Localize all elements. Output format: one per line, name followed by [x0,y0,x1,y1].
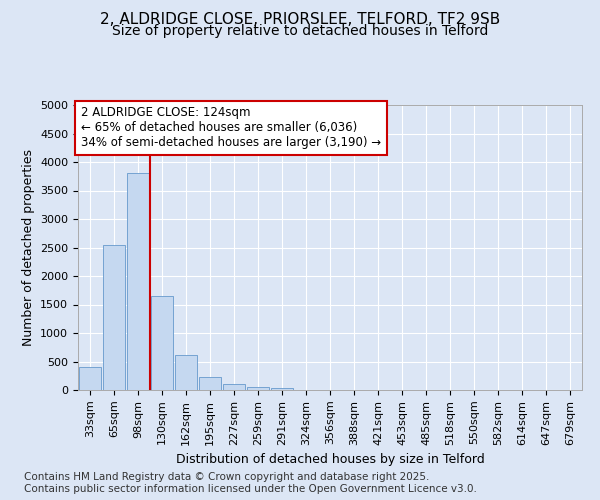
Text: 2, ALDRIDGE CLOSE, PRIORSLEE, TELFORD, TF2 9SB: 2, ALDRIDGE CLOSE, PRIORSLEE, TELFORD, T… [100,12,500,28]
Bar [199,377,221,390]
Bar [151,296,173,390]
Text: 2 ALDRIDGE CLOSE: 124sqm
← 65% of detached houses are smaller (6,036)
34% of sem: 2 ALDRIDGE CLOSE: 124sqm ← 65% of detach… [80,106,380,150]
Bar [79,367,101,390]
Bar [271,388,293,390]
Text: Size of property relative to detached houses in Telford: Size of property relative to detached ho… [112,24,488,38]
Bar [175,354,197,390]
Y-axis label: Number of detached properties: Number of detached properties [22,149,35,346]
X-axis label: Distribution of detached houses by size in Telford: Distribution of detached houses by size … [176,453,484,466]
Bar [223,384,245,390]
Bar [103,244,125,390]
Bar [247,387,269,390]
Bar [127,174,149,390]
Text: Contains HM Land Registry data © Crown copyright and database right 2025.
Contai: Contains HM Land Registry data © Crown c… [24,472,477,494]
